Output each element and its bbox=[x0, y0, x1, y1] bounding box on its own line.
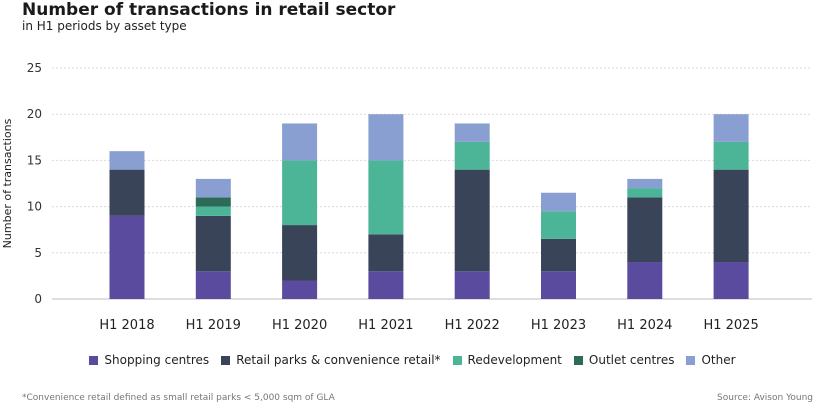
y-tick-label: 15 bbox=[27, 153, 42, 167]
bar-segment bbox=[195, 206, 231, 216]
source-note: Source: Avison Young bbox=[717, 393, 813, 403]
bar-segment bbox=[454, 123, 490, 142]
y-tick-label: 20 bbox=[27, 107, 42, 121]
bar-segment bbox=[713, 114, 749, 142]
bar-segment bbox=[541, 211, 576, 239]
axes: 0 5 10 15 20 25 Number of transactions H1 2018 H… bbox=[1, 61, 759, 333]
legend-swatch bbox=[686, 355, 696, 365]
bar-segment bbox=[368, 114, 404, 161]
stacked-bar-chart: 0 5 10 15 20 25 Number of transactions H1 2018 H… bbox=[1, 61, 812, 333]
bar-segment bbox=[541, 271, 576, 299]
bar-segment bbox=[454, 271, 490, 299]
legend-label: Retail parks & convenience retail* bbox=[236, 353, 441, 367]
bar-segment bbox=[368, 234, 404, 272]
bar-segment bbox=[713, 262, 749, 299]
bar-segment bbox=[282, 225, 318, 281]
x-tick-label: H1 2022 bbox=[445, 318, 500, 333]
bar-segment bbox=[195, 215, 231, 272]
bar-segment bbox=[627, 262, 663, 299]
bar-segment bbox=[541, 192, 576, 212]
bars bbox=[109, 114, 749, 299]
x-tick-label: H1 2020 bbox=[272, 318, 327, 333]
x-tick-label: H1 2018 bbox=[99, 318, 154, 333]
legend-swatch bbox=[89, 355, 99, 365]
x-tick-label: H1 2023 bbox=[531, 318, 586, 333]
legend-swatch bbox=[452, 355, 462, 365]
x-tick-label: H1 2024 bbox=[617, 318, 672, 333]
legend-label: Outlet centres bbox=[588, 353, 675, 367]
chart-title: Number of transactions in retail sector bbox=[22, 0, 396, 20]
y-tick-label: 0 bbox=[34, 292, 42, 306]
bar-segment bbox=[109, 151, 145, 170]
legend-item: Outlet centres bbox=[573, 353, 675, 367]
bar-segment bbox=[368, 271, 404, 299]
bar-segment bbox=[368, 160, 404, 235]
bar-segment bbox=[282, 160, 318, 226]
bar-segment bbox=[195, 271, 231, 299]
legend-label: Redevelopment bbox=[467, 353, 562, 367]
y-axis-title: Number of transactions bbox=[1, 118, 14, 248]
legend-label: Shopping centres bbox=[104, 353, 210, 367]
bar-segment bbox=[627, 197, 663, 263]
bar-segment bbox=[713, 169, 749, 263]
bar-segment bbox=[195, 178, 231, 198]
legend: Shopping centres Retail parks & convenien… bbox=[0, 353, 825, 368]
bar-segment bbox=[109, 215, 145, 299]
x-tick-label: H1 2025 bbox=[703, 318, 758, 333]
gridlines bbox=[52, 67, 812, 300]
bar-segment bbox=[109, 169, 145, 216]
legend-item: Redevelopment bbox=[452, 353, 562, 367]
y-tick-label: 10 bbox=[27, 200, 42, 214]
x-tick-label: H1 2019 bbox=[186, 318, 241, 333]
legend-item: Retail parks & convenience retail* bbox=[221, 353, 441, 367]
bar-segment bbox=[454, 169, 490, 272]
bar-segment bbox=[627, 178, 663, 189]
legend-item: Other bbox=[686, 353, 736, 367]
legend-swatch bbox=[573, 355, 583, 365]
legend-label: Other bbox=[701, 353, 736, 367]
bar-segment bbox=[713, 141, 749, 170]
bar-segment bbox=[195, 197, 231, 207]
chart-subtitle: in H1 periods by asset type bbox=[22, 19, 187, 33]
footnote: *Convenience retail defined as small ret… bbox=[22, 393, 335, 403]
bar-segment bbox=[282, 123, 318, 161]
legend-swatch bbox=[221, 355, 231, 365]
y-tick-label: 25 bbox=[27, 61, 42, 75]
legend-item: Shopping centres bbox=[89, 353, 209, 367]
x-tick-label: H1 2021 bbox=[358, 318, 413, 333]
bar-segment bbox=[454, 141, 490, 170]
bar-segment bbox=[541, 238, 576, 272]
bar-segment bbox=[627, 188, 663, 198]
y-tick-label: 5 bbox=[34, 246, 42, 260]
bar-segment bbox=[282, 280, 318, 299]
